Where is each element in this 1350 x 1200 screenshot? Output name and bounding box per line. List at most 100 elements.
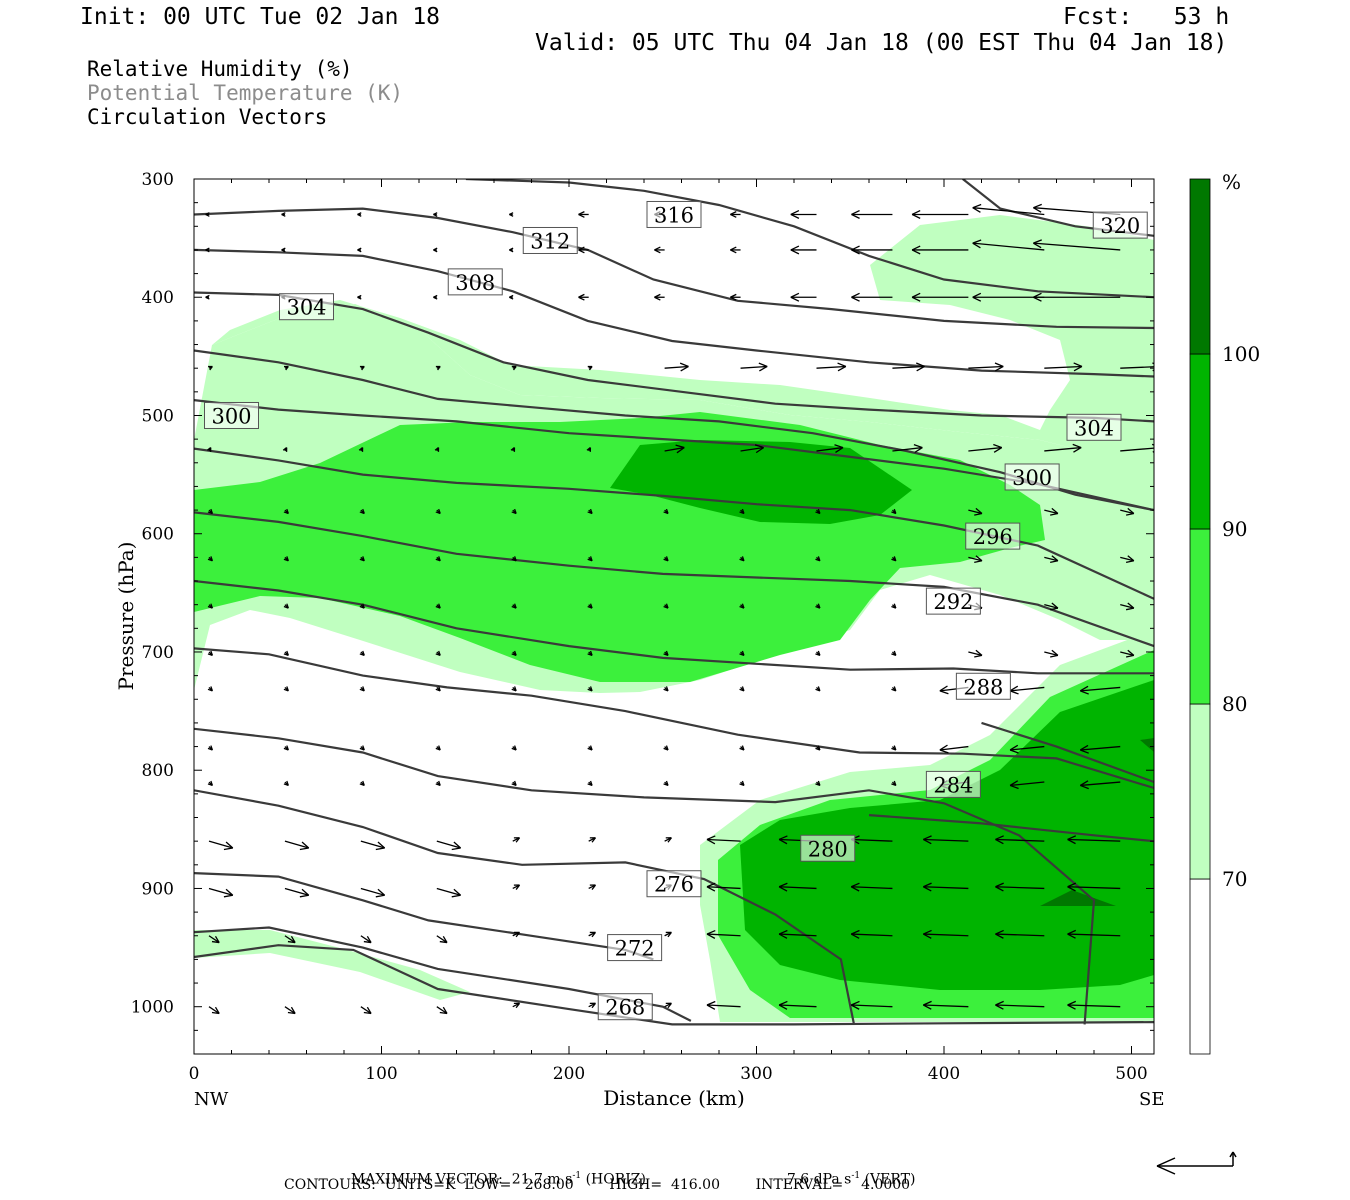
circulation-vector — [1044, 602, 1059, 611]
theta-contour-284 — [868, 814, 1154, 843]
theta-label-276: 276 — [646, 870, 702, 898]
circulation-vector — [283, 650, 289, 656]
circulation-vector — [511, 556, 517, 562]
circulation-vector — [435, 745, 441, 751]
circulation-vector — [283, 780, 289, 787]
circulation-vector — [578, 246, 589, 254]
y-tick-label: 1000 — [131, 998, 174, 1018]
theta-label-316: 316 — [646, 200, 702, 228]
circulation-vector — [815, 650, 821, 656]
colorbar-label: 70 — [1222, 867, 1247, 891]
circulation-vector — [706, 1000, 741, 1010]
plot-frame — [193, 178, 1155, 1055]
circulation-vector — [509, 247, 514, 253]
circulation-vector — [207, 745, 214, 751]
rh-shading — [194, 215, 1154, 1022]
colorbar-swatch — [1189, 878, 1211, 1055]
circulation-vector — [281, 212, 286, 217]
circulation-vector — [968, 362, 1004, 372]
theta-label-text: 284 — [933, 773, 973, 797]
theta-label-304: 304 — [279, 293, 334, 321]
circulation-vector — [284, 887, 310, 898]
theta-label-268: 268 — [597, 993, 653, 1021]
x-tick-label: 100 — [365, 1064, 397, 1084]
colorbar-swatch — [1189, 528, 1211, 705]
theta-contour-272 — [194, 926, 692, 1022]
theta-label-text: 316 — [654, 203, 694, 227]
colorbar-unit: % — [1222, 170, 1241, 194]
theta-label-box — [279, 293, 334, 321]
circulation-vector — [586, 447, 592, 452]
colorbar: 70 80 90 100 — [1189, 178, 1260, 1055]
circulation-vector — [284, 840, 310, 851]
circulation-vector — [207, 650, 214, 656]
circulation-vector — [433, 294, 438, 300]
circulation-vector — [1067, 835, 1121, 845]
circulation-vector — [435, 780, 441, 787]
circulation-vector — [511, 365, 517, 371]
theta-label-308: 308 — [447, 268, 503, 296]
circulation-vector — [283, 603, 289, 609]
circulation-vector — [436, 1006, 448, 1015]
circulation-vector — [995, 929, 1045, 939]
circulation-vector — [1033, 239, 1121, 251]
circulation-vector — [816, 362, 847, 372]
theta-label-text: 300 — [211, 404, 251, 428]
y-tick-label: 600 — [142, 525, 174, 545]
theta-contour-312 — [194, 207, 1154, 330]
circulation-vector — [359, 556, 365, 562]
circulation-vector — [850, 882, 893, 892]
theta-label-box — [955, 672, 1011, 700]
circulation-vector — [283, 556, 289, 562]
circulation-vector — [1079, 685, 1121, 695]
theta-label-box — [925, 587, 981, 615]
theta-label-text: 304 — [1074, 416, 1114, 440]
circulation-vector — [284, 1006, 296, 1015]
circulation-vector — [850, 929, 893, 939]
circulation-vector — [664, 931, 672, 938]
theta-label-text: 268 — [605, 996, 645, 1020]
circulation-vector — [972, 292, 1045, 302]
circulation-vector — [207, 603, 214, 609]
circulation-vector — [284, 935, 296, 944]
circulation-vector — [435, 365, 441, 371]
circulation-vector — [968, 555, 983, 564]
circulation-vector — [578, 293, 589, 301]
circulation-vector — [588, 884, 597, 890]
circulation-vector — [359, 686, 365, 692]
circulation-vector — [360, 887, 386, 898]
footer-contours-info: CONTOURS: UNITS=K LOW= 268.00 HIGH= 416.… — [284, 1177, 911, 1193]
circulation-vector — [360, 935, 372, 944]
circulation-vector — [1067, 882, 1121, 892]
circulation-vector — [778, 929, 817, 939]
circulation-vector — [1009, 685, 1045, 695]
y-tick-label: 300 — [142, 170, 174, 190]
circulation-vector — [435, 556, 441, 562]
footer-max-vector: MAXIMUM VECTOR: 21.7 m s-1 (HORIZ) — [342, 1158, 646, 1187]
circulation-vector — [972, 203, 1045, 216]
circulation-vector — [816, 444, 844, 454]
theta-contour-316 — [465, 179, 1154, 299]
x-axis-left-end-label: NW — [194, 1089, 229, 1110]
circulation-vector — [207, 508, 214, 515]
circulation-vector — [283, 508, 289, 515]
circulation-vector — [511, 686, 517, 692]
circulation-vector — [1044, 443, 1082, 453]
circulation-vector — [512, 931, 521, 938]
circulation-vector — [663, 556, 669, 562]
circulation-vector — [283, 686, 289, 692]
circulation-vector — [587, 745, 593, 751]
colorbar-swatch — [1189, 703, 1211, 880]
circulation-vector — [663, 603, 669, 609]
max-vector-label: MAXIMUM VECTOR: — [350, 1171, 503, 1188]
legend-circulation-vectors: Circulation Vectors — [87, 105, 328, 129]
circulation-vector — [850, 1000, 893, 1010]
theta-label-text: 320 — [1100, 214, 1140, 238]
circulation-vector — [208, 840, 234, 851]
colorbar-label: 100 — [1222, 342, 1260, 366]
theta-label-288: 288 — [955, 672, 1011, 700]
theta-label-box — [646, 870, 702, 898]
circulation-vector — [778, 1000, 817, 1010]
theta-label-312: 312 — [522, 226, 578, 254]
x-axis-right-end-label: SE — [1139, 1089, 1164, 1110]
